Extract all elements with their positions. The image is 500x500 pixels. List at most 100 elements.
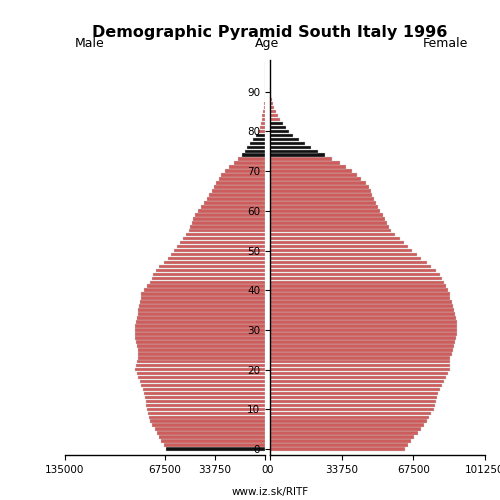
Bar <box>144 392 265 396</box>
Bar <box>270 364 450 368</box>
Bar <box>136 328 265 332</box>
Bar <box>270 336 456 340</box>
Bar <box>270 296 450 300</box>
Bar <box>138 376 265 380</box>
Bar <box>270 162 340 165</box>
Bar <box>140 380 265 384</box>
Bar <box>186 233 265 236</box>
Bar <box>159 264 265 268</box>
Bar <box>270 320 457 324</box>
Bar <box>142 292 265 296</box>
Bar <box>270 316 456 320</box>
Bar <box>258 130 265 133</box>
Bar <box>136 364 265 368</box>
Bar <box>140 296 265 300</box>
Bar <box>270 158 332 161</box>
Bar <box>263 110 265 114</box>
Bar <box>137 360 265 364</box>
Bar <box>270 404 434 407</box>
Bar <box>138 308 265 312</box>
Bar <box>270 432 418 435</box>
Bar <box>260 126 265 130</box>
Bar <box>270 340 454 344</box>
Bar <box>270 328 457 332</box>
Bar <box>164 260 265 264</box>
Bar <box>270 225 389 228</box>
Bar <box>146 404 265 407</box>
Bar <box>254 138 265 141</box>
Bar <box>262 118 265 122</box>
Bar <box>270 384 442 388</box>
Bar <box>150 280 265 284</box>
Bar <box>270 110 276 114</box>
Bar <box>136 368 265 372</box>
Bar <box>147 284 265 288</box>
Bar <box>270 201 376 204</box>
Bar <box>270 444 408 447</box>
Bar <box>150 420 265 423</box>
Bar <box>270 412 432 415</box>
Bar <box>270 134 293 137</box>
Bar <box>177 245 265 248</box>
Bar <box>270 114 278 117</box>
Bar <box>262 114 265 117</box>
Bar <box>145 396 265 399</box>
Bar <box>136 340 265 344</box>
Text: Demographic Pyramid South Italy 1996: Demographic Pyramid South Italy 1996 <box>92 25 448 40</box>
Bar <box>270 396 436 399</box>
Bar <box>210 193 265 197</box>
Bar <box>183 237 265 240</box>
Bar <box>148 416 265 419</box>
Bar <box>270 268 436 272</box>
Bar <box>270 182 366 185</box>
Bar <box>174 249 265 252</box>
Bar <box>270 142 305 145</box>
Bar <box>180 241 265 244</box>
Bar <box>154 428 265 431</box>
Text: Male: Male <box>75 37 105 50</box>
Bar <box>270 102 273 106</box>
Bar <box>136 336 265 340</box>
Bar <box>270 213 382 216</box>
Bar <box>148 412 265 415</box>
Bar <box>242 154 265 157</box>
Bar <box>146 400 265 403</box>
Bar <box>270 448 405 451</box>
Bar <box>238 158 265 161</box>
Bar <box>270 174 357 177</box>
Bar <box>270 130 289 133</box>
Bar <box>234 162 265 165</box>
Bar <box>270 229 391 232</box>
Bar <box>270 304 452 308</box>
Bar <box>270 122 282 126</box>
Bar <box>270 94 272 98</box>
Bar <box>136 320 265 324</box>
Bar <box>188 229 265 232</box>
Bar <box>270 197 374 200</box>
Bar <box>159 436 265 439</box>
Bar <box>168 256 265 260</box>
Bar <box>202 205 265 208</box>
Bar <box>260 122 265 126</box>
Bar <box>137 372 265 376</box>
Bar <box>212 189 265 193</box>
Bar <box>270 260 427 264</box>
Bar <box>219 178 265 181</box>
Bar <box>270 252 416 256</box>
Bar <box>270 185 368 189</box>
Bar <box>270 288 448 292</box>
Bar <box>270 170 352 173</box>
Bar <box>270 332 457 336</box>
Bar <box>270 300 452 304</box>
Bar <box>270 178 362 181</box>
Bar <box>137 316 265 320</box>
Bar <box>147 408 265 411</box>
Bar <box>270 420 427 423</box>
Bar <box>270 388 440 392</box>
Bar <box>270 106 274 110</box>
Bar <box>166 448 265 451</box>
Bar <box>247 146 265 149</box>
Bar <box>138 312 265 316</box>
Bar <box>270 241 404 244</box>
Bar <box>270 292 450 296</box>
